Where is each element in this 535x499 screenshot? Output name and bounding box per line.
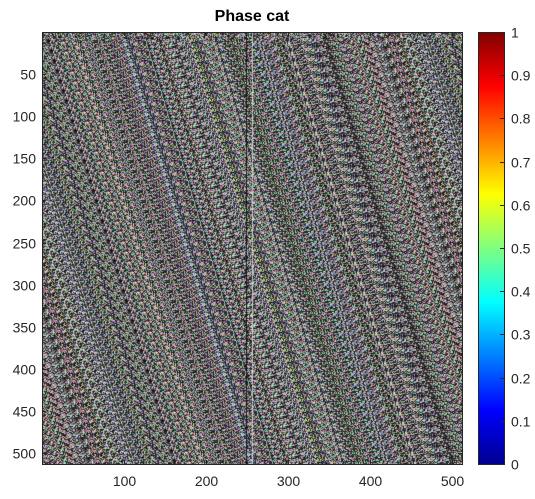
colorbar-tick-label: 0 — [511, 457, 519, 473]
chart-title: Phase cat — [215, 8, 290, 25]
y-tick-label: 150 — [13, 151, 37, 167]
x-axis: 100 200 300 400 500 — [113, 32, 465, 489]
y-tick-label: 100 — [13, 109, 37, 125]
y-tick-label: 400 — [13, 362, 37, 378]
colorbar-tick-label: 0.7 — [511, 155, 531, 171]
colorbar-gradient — [478, 32, 504, 464]
x-tick-label: 200 — [195, 473, 219, 489]
colorbar-axis: 0 0.1 0.2 0.3 0.4 0.5 0.6 0.7 0.8 0.9 1 — [500, 25, 531, 473]
y-tick-label: 250 — [13, 236, 37, 252]
colorbar-frame — [478, 32, 505, 465]
y-axis: 50 100 150 200 250 300 350 400 450 500 — [13, 67, 462, 462]
heatmap-image-container — [42, 32, 462, 464]
colorbar-tick-label: 0.9 — [511, 68, 531, 84]
y-tick-label: 200 — [13, 193, 37, 209]
colorbar-tick-label: 0.4 — [511, 284, 531, 300]
x-tick-label: 400 — [359, 473, 383, 489]
colorbar-tick-label: 0.5 — [511, 241, 531, 257]
y-tick-label: 50 — [20, 67, 36, 83]
colorbar-tick-label: 0.6 — [511, 198, 531, 214]
y-tick-label: 450 — [13, 404, 37, 420]
colorbar-tick-label: 0.8 — [511, 111, 531, 127]
colorbar-tick-label: 0.2 — [511, 371, 531, 387]
colorbar-tick-label: 0.3 — [511, 327, 531, 343]
colorbar-tick-label: 0.1 — [511, 414, 531, 430]
plot-frame — [42, 32, 463, 465]
y-tick-label: 300 — [13, 278, 37, 294]
x-tick-label: 500 — [441, 473, 465, 489]
y-tick-label: 350 — [13, 320, 37, 336]
colorbar-tick-label: 1 — [511, 25, 519, 41]
x-tick-label: 100 — [113, 473, 137, 489]
y-tick-label: 500 — [13, 446, 37, 462]
phase-heatmap-image — [42, 32, 462, 464]
x-tick-label: 300 — [277, 473, 301, 489]
